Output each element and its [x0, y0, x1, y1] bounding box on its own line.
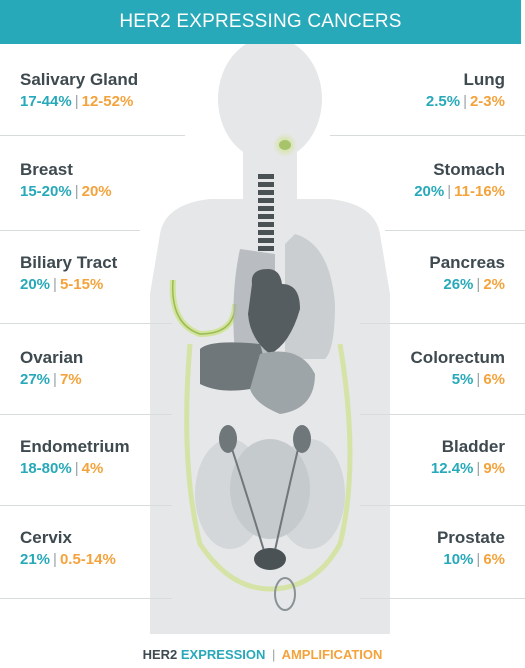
cancer-item-bladder: Bladder 12.4% | 9% — [431, 437, 505, 509]
amplification-value: 11-16% — [454, 183, 505, 200]
expression-value: 2.5% — [425, 93, 461, 110]
organ-name: Prostate — [436, 528, 505, 547]
divider — [360, 505, 525, 506]
divider — [0, 323, 172, 324]
expression-value: 21% — [20, 551, 51, 568]
legend-amplification: AMPLIFICATION — [281, 647, 383, 662]
divider — [360, 598, 525, 599]
cancer-item-endometrium: Endometrium 18-80% | 4% — [20, 437, 130, 509]
expression-value: 20% — [414, 183, 445, 200]
organ-name: Cervix — [20, 528, 72, 547]
amplification-value: 6% — [483, 551, 505, 568]
organ-name: Bladder — [441, 437, 505, 456]
separator: | — [74, 183, 79, 200]
divider — [0, 414, 172, 415]
cancer-item-prostate: Prostate 10% | 6% — [437, 528, 505, 600]
organ-name: Breast — [20, 160, 73, 179]
organ-name: Colorectum — [410, 348, 505, 367]
separator: | — [53, 551, 57, 568]
amplification-value: 5-15% — [59, 276, 104, 293]
cancer-item-ovarian: Ovarian 27% | 7% — [20, 348, 83, 420]
divider — [0, 598, 172, 599]
cancer-item-cervix: Cervix 21% | 0.5-14% — [20, 528, 116, 600]
divider — [0, 135, 185, 136]
organ-name: Salivary Gland — [20, 70, 139, 89]
legend-expression: EXPRESSION — [180, 647, 266, 662]
cancer-item-biliary-tract: Biliary Tract 20% | 5-15% — [20, 253, 117, 325]
divider — [0, 505, 172, 506]
organ-name: Pancreas — [429, 253, 505, 272]
expression-value: 10% — [443, 551, 474, 568]
divider — [330, 135, 525, 136]
expression-value: 26% — [443, 276, 474, 293]
organ-name: Stomach — [433, 160, 505, 179]
cancer-item-stomach: Stomach 20% | 11-16% — [414, 160, 505, 232]
cancer-item-breast: Breast 15-20% | 20% — [20, 160, 112, 232]
cancer-item-salivary-gland: Salivary Gland 17-44% | 12-52% — [20, 70, 138, 142]
expression-value: 27% — [20, 371, 51, 388]
organ-name: Ovarian — [20, 348, 84, 367]
amplification-value: 12-52% — [81, 93, 134, 110]
legend-separator: | — [272, 647, 276, 662]
divider — [0, 230, 140, 231]
amplification-value: 2-3% — [469, 93, 505, 110]
separator: | — [53, 371, 57, 388]
organ-name: Endometrium — [20, 437, 130, 456]
legend-prefix: HER2 — [142, 647, 178, 662]
separator: | — [476, 276, 481, 293]
separator: | — [476, 551, 481, 568]
amplification-value: 9% — [483, 460, 505, 477]
divider — [360, 414, 525, 415]
separator: | — [447, 183, 452, 200]
expression-value: 5% — [451, 371, 474, 388]
cancer-item-lung: Lung 2.5% | 2-3% — [426, 70, 505, 142]
expression-value: 15-20% — [20, 183, 72, 200]
expression-value: 20% — [20, 276, 51, 293]
organ-name: Biliary Tract — [20, 253, 118, 272]
separator: | — [476, 371, 481, 388]
amplification-value: 4% — [81, 460, 104, 477]
amplification-value: 6% — [483, 371, 505, 388]
organ-name: Lung — [463, 70, 505, 89]
expression-value: 12.4% — [430, 460, 474, 477]
separator: | — [74, 93, 79, 110]
separator: | — [476, 460, 481, 477]
separator: | — [53, 276, 57, 293]
expression-value: 17-44% — [20, 93, 72, 110]
legend: HER2 EXPRESSION | AMPLIFICATION — [0, 647, 525, 662]
amplification-value: 0.5-14% — [59, 551, 116, 568]
divider — [385, 230, 525, 231]
page-title: HER2 EXPRESSING CANCERS — [0, 0, 521, 44]
separator: | — [74, 460, 79, 477]
cancer-item-colorectum: Colorectum 5% | 6% — [411, 348, 505, 420]
amplification-value: 7% — [59, 371, 82, 388]
cancer-item-pancreas: Pancreas 26% | 2% — [429, 253, 505, 325]
separator: | — [463, 93, 467, 110]
human-body-illustration — [150, 44, 390, 634]
amplification-value: 2% — [483, 276, 505, 293]
expression-value: 18-80% — [20, 460, 72, 477]
amplification-value: 20% — [81, 183, 112, 200]
divider — [360, 323, 525, 324]
